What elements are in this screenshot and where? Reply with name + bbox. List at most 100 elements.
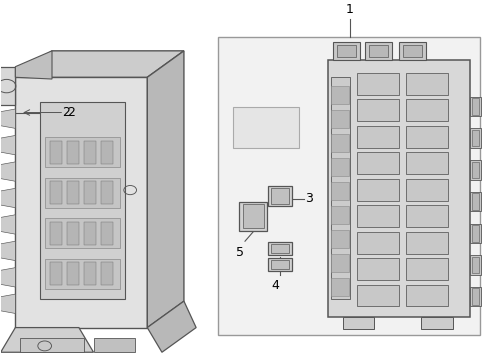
Bar: [472, 162, 479, 178]
Bar: [406, 258, 448, 280]
Bar: [84, 262, 96, 285]
Bar: [218, 37, 480, 335]
Bar: [357, 152, 399, 174]
Bar: [343, 317, 374, 329]
Polygon shape: [0, 67, 15, 105]
Bar: [45, 259, 121, 289]
Bar: [399, 42, 426, 60]
Bar: [233, 107, 299, 148]
Bar: [403, 45, 422, 57]
Text: 1: 1: [346, 3, 354, 15]
Bar: [331, 111, 349, 128]
Polygon shape: [0, 188, 15, 208]
Bar: [328, 60, 470, 317]
Text: 3: 3: [305, 192, 313, 206]
Bar: [101, 181, 113, 204]
Bar: [243, 204, 264, 228]
Text: 2: 2: [67, 106, 74, 119]
Bar: [45, 137, 121, 167]
Polygon shape: [40, 102, 125, 300]
Polygon shape: [15, 51, 184, 77]
Bar: [45, 178, 121, 208]
Polygon shape: [15, 51, 52, 79]
Bar: [406, 205, 448, 227]
Bar: [331, 278, 349, 296]
Bar: [406, 179, 448, 201]
Bar: [472, 98, 479, 114]
Bar: [470, 287, 481, 306]
Bar: [67, 181, 79, 204]
Bar: [337, 45, 356, 57]
Bar: [357, 232, 399, 253]
Bar: [269, 242, 292, 255]
Bar: [472, 288, 479, 305]
Bar: [470, 255, 481, 275]
Bar: [67, 222, 79, 245]
Bar: [472, 225, 479, 242]
Polygon shape: [0, 294, 15, 314]
Polygon shape: [0, 109, 15, 129]
Polygon shape: [0, 162, 15, 181]
Polygon shape: [0, 267, 15, 287]
Polygon shape: [0, 328, 94, 352]
Bar: [49, 262, 62, 285]
Bar: [49, 222, 62, 245]
Bar: [20, 338, 84, 352]
Bar: [357, 99, 399, 121]
Bar: [271, 244, 289, 253]
Polygon shape: [147, 301, 196, 352]
Bar: [331, 134, 349, 152]
Bar: [49, 181, 62, 204]
Bar: [269, 185, 292, 206]
Bar: [406, 126, 448, 148]
Text: 5: 5: [236, 246, 244, 259]
Bar: [470, 224, 481, 243]
Bar: [357, 179, 399, 201]
Bar: [357, 258, 399, 280]
Bar: [239, 202, 268, 231]
Bar: [472, 193, 479, 210]
Bar: [94, 338, 135, 352]
Bar: [45, 218, 121, 248]
Bar: [331, 182, 349, 200]
Bar: [406, 73, 448, 95]
Polygon shape: [147, 51, 184, 328]
Polygon shape: [0, 241, 15, 261]
Bar: [331, 230, 349, 248]
Bar: [472, 257, 479, 273]
Bar: [406, 152, 448, 174]
Bar: [49, 141, 62, 164]
Bar: [101, 222, 113, 245]
Bar: [406, 99, 448, 121]
Bar: [331, 86, 349, 104]
Bar: [357, 126, 399, 148]
Bar: [101, 141, 113, 164]
Bar: [470, 192, 481, 211]
Bar: [470, 97, 481, 116]
Bar: [365, 42, 392, 60]
Polygon shape: [0, 135, 15, 155]
Bar: [470, 160, 481, 180]
Bar: [331, 158, 349, 176]
Bar: [472, 130, 479, 147]
Polygon shape: [0, 215, 15, 234]
Bar: [406, 232, 448, 253]
Text: 4: 4: [272, 279, 280, 292]
Bar: [331, 254, 349, 272]
Bar: [368, 45, 388, 57]
Bar: [406, 284, 448, 306]
Bar: [357, 73, 399, 95]
Bar: [331, 77, 350, 300]
Bar: [84, 141, 96, 164]
Polygon shape: [15, 77, 147, 328]
Bar: [84, 181, 96, 204]
Bar: [421, 317, 453, 329]
Text: 2: 2: [62, 106, 70, 119]
Bar: [67, 262, 79, 285]
Bar: [269, 258, 292, 271]
Bar: [333, 42, 360, 60]
Bar: [101, 262, 113, 285]
Bar: [84, 222, 96, 245]
Bar: [470, 129, 481, 148]
Bar: [357, 284, 399, 306]
